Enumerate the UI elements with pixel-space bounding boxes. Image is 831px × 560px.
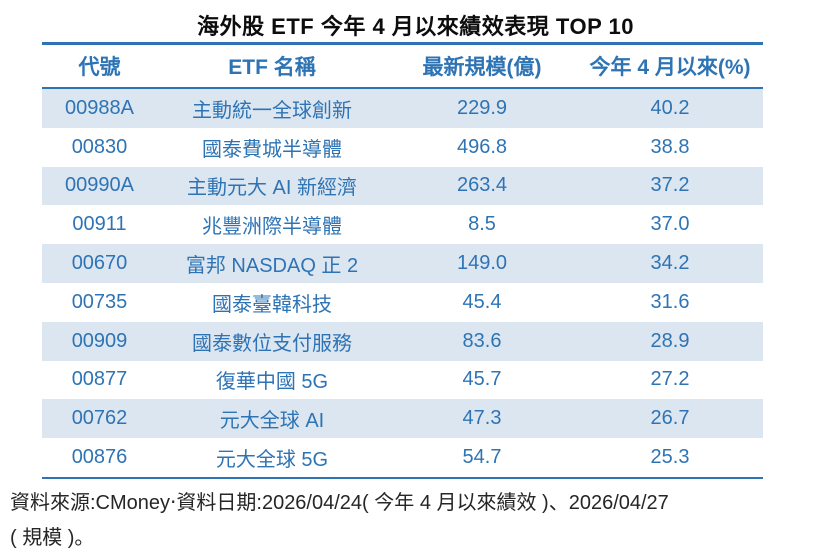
source-note-line2: ( 規模 )。 [10, 527, 95, 549]
name-cell: 主動統一全球創新 [192, 99, 352, 122]
table-row: 00830 國泰費城半導體 496.8 38.8 [42, 128, 763, 167]
perf-cell: 40.2 [650, 96, 690, 119]
header-code: 代號 [78, 56, 121, 79]
name-cell: 元大全球 AI [219, 410, 325, 433]
scale-cell: 45.7 [462, 368, 502, 391]
perf-cell: 27.2 [650, 368, 690, 391]
scale-cell: 149.0 [456, 252, 508, 275]
name-cell: 兆豐洲際半導體 [202, 216, 342, 239]
perf-cell: 25.3 [650, 446, 690, 469]
bottom-rule [42, 477, 763, 479]
header-divider-rule [42, 87, 763, 89]
header-perf: 今年 4 月以來(%) [589, 56, 751, 79]
table-row: 00911 兆豐洲際半導體 8.5 37.0 [42, 205, 763, 244]
perf-cell: 26.7 [650, 407, 690, 430]
perf-cell: 38.8 [650, 135, 690, 158]
name-cell: 國泰費城半導體 [202, 138, 342, 161]
perf-cell: 31.6 [650, 290, 690, 313]
top-rule [42, 42, 763, 45]
perf-cell: 37.2 [650, 174, 690, 197]
table-row: 00735 國泰臺韓科技 45.4 31.6 [42, 283, 763, 322]
source-note-line1: 資料來源:CMoney‧資料日期:2026/04/24( 今年 4 月以來績效 … [10, 492, 669, 514]
name-cell: 主動元大 AI 新經濟 [186, 177, 357, 200]
code-cell: 00735 [71, 290, 128, 313]
code-cell: 00876 [71, 446, 128, 469]
scale-cell: 54.7 [462, 446, 502, 469]
code-cell: 00762 [71, 407, 128, 430]
table-row: 00877 復華中國 5G 45.7 27.2 [42, 361, 763, 400]
code-cell: 00990A [65, 174, 134, 197]
scale-cell: 263.4 [456, 174, 508, 197]
table-row: 00670 富邦 NASDAQ 正 2 149.0 34.2 [42, 244, 763, 283]
table-row: 00876 元大全球 5G 54.7 25.3 [42, 438, 763, 477]
header-name: ETF 名稱 [228, 56, 316, 79]
name-cell: 復華中國 5G [215, 371, 329, 394]
table-row: 00990A 主動元大 AI 新經濟 263.4 37.2 [42, 166, 763, 206]
perf-cell: 34.2 [650, 252, 690, 275]
perf-cell: 37.0 [650, 213, 690, 236]
perf-cell: 28.9 [650, 329, 690, 352]
name-cell: 國泰臺韓科技 [212, 293, 332, 316]
table-row: 00762 元大全球 AI 47.3 26.7 [42, 399, 763, 439]
table-rows: 00988A 主動統一全球創新 229.9 40.2 00830 國泰費城半導體 496.8… [42, 89, 763, 477]
code-cell: 00988A [65, 96, 134, 119]
code-cell: 00670 [71, 252, 128, 275]
page-title: 海外股 ETF 今年 4 月以來績效表現 TOP 10 [197, 14, 634, 39]
header-scale: 最新規模(億) [422, 56, 542, 79]
scale-cell: 83.6 [462, 329, 502, 352]
name-cell: 元大全球 5G [215, 449, 329, 472]
scale-cell: 229.9 [456, 96, 508, 119]
code-cell: 00877 [71, 368, 128, 391]
code-cell: 00909 [71, 329, 128, 352]
scale-cell: 496.8 [456, 135, 508, 158]
scale-cell: 45.4 [462, 290, 502, 313]
code-cell: 00911 [72, 213, 127, 236]
code-cell: 00830 [71, 135, 128, 158]
table-header-row: 代號 ETF 名稱 最新規模(億) 今年 4 月以來(%) [42, 45, 763, 87]
name-cell: 國泰數位支付服務 [192, 332, 352, 355]
name-cell: 富邦 NASDAQ 正 2 [185, 255, 359, 278]
scale-cell: 47.3 [462, 407, 502, 430]
scale-cell: 8.5 [468, 213, 496, 236]
table-row: 00988A 主動統一全球創新 229.9 40.2 [42, 89, 763, 128]
table-row: 00909 國泰數位支付服務 83.6 28.9 [42, 321, 763, 361]
